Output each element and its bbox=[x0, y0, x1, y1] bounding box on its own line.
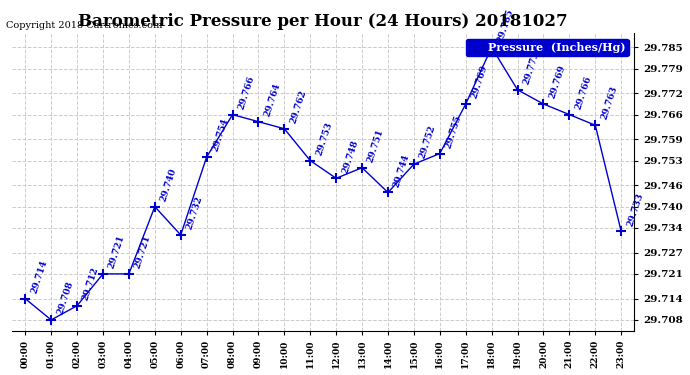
Text: 29.769: 29.769 bbox=[470, 64, 489, 100]
Text: 29.712: 29.712 bbox=[81, 266, 101, 302]
Title: Barometric Pressure per Hour (24 Hours) 20181027: Barometric Pressure per Hour (24 Hours) … bbox=[79, 13, 568, 30]
Text: 29.769: 29.769 bbox=[548, 64, 567, 100]
Text: 29.752: 29.752 bbox=[418, 124, 437, 160]
Text: 29.751: 29.751 bbox=[366, 128, 386, 164]
Text: 29.754: 29.754 bbox=[210, 117, 230, 153]
Text: 29.762: 29.762 bbox=[288, 89, 308, 125]
Text: 29.714: 29.714 bbox=[30, 259, 49, 294]
Text: 29.740: 29.740 bbox=[159, 167, 178, 202]
Text: 29.721: 29.721 bbox=[133, 234, 152, 270]
Legend: Pressure  (Inches/Hg): Pressure (Inches/Hg) bbox=[466, 39, 629, 56]
Text: 29.773: 29.773 bbox=[522, 50, 541, 86]
Text: 29.744: 29.744 bbox=[392, 153, 411, 188]
Text: Copyright 2018 Cartronics.com: Copyright 2018 Cartronics.com bbox=[6, 21, 162, 30]
Text: 29.766: 29.766 bbox=[573, 75, 593, 111]
Text: 29.753: 29.753 bbox=[315, 121, 334, 156]
Text: 29.748: 29.748 bbox=[340, 138, 359, 174]
Text: 29.766: 29.766 bbox=[237, 75, 256, 111]
Text: 29.785: 29.785 bbox=[496, 8, 515, 43]
Text: 29.764: 29.764 bbox=[263, 82, 282, 117]
Text: 29.721: 29.721 bbox=[107, 234, 126, 270]
Text: 29.755: 29.755 bbox=[444, 114, 463, 149]
Text: 29.708: 29.708 bbox=[55, 280, 75, 316]
Text: 29.733: 29.733 bbox=[625, 191, 644, 227]
Text: 29.763: 29.763 bbox=[600, 85, 619, 121]
Text: 29.732: 29.732 bbox=[185, 195, 204, 231]
